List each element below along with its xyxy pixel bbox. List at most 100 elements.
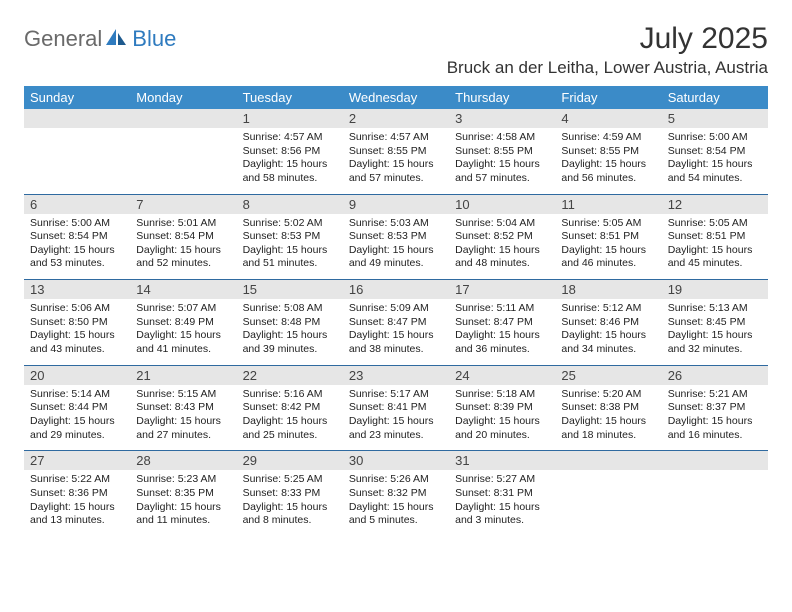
day-body: Sunrise: 5:18 AMSunset: 8:39 PMDaylight:… [449,385,555,451]
sunrise-text: Sunrise: 5:17 AM [349,388,443,402]
daylight-text: Daylight: 15 hours and 41 minutes. [136,329,230,356]
day-cell [24,109,130,194]
sunrise-text: Sunrise: 5:23 AM [136,473,230,487]
dow-monday: Monday [130,86,236,109]
day-body: Sunrise: 5:17 AMSunset: 8:41 PMDaylight:… [343,385,449,451]
daylight-text: Daylight: 15 hours and 38 minutes. [349,329,443,356]
day-cell: 24Sunrise: 5:18 AMSunset: 8:39 PMDayligh… [449,366,555,451]
sunset-text: Sunset: 8:54 PM [136,230,230,244]
day-body: Sunrise: 4:57 AMSunset: 8:56 PMDaylight:… [237,128,343,194]
daylight-text: Daylight: 15 hours and 39 minutes. [243,329,337,356]
day-cell: 28Sunrise: 5:23 AMSunset: 8:35 PMDayligh… [130,451,236,536]
sunrise-text: Sunrise: 5:02 AM [243,217,337,231]
daylight-text: Daylight: 15 hours and 18 minutes. [561,415,655,442]
daylight-text: Daylight: 15 hours and 58 minutes. [243,158,337,185]
sunrise-text: Sunrise: 5:08 AM [243,302,337,316]
sail-icon [104,27,130,52]
day-body [130,128,236,182]
day-body: Sunrise: 5:20 AMSunset: 8:38 PMDaylight:… [555,385,661,451]
day-number: 25 [555,366,661,385]
sunset-text: Sunset: 8:32 PM [349,487,443,501]
weeks-container: 1Sunrise: 4:57 AMSunset: 8:56 PMDaylight… [24,109,768,536]
sunset-text: Sunset: 8:53 PM [349,230,443,244]
sunrise-text: Sunrise: 4:58 AM [455,131,549,145]
sunrise-text: Sunrise: 5:26 AM [349,473,443,487]
day-number: 13 [24,280,130,299]
day-body: Sunrise: 5:02 AMSunset: 8:53 PMDaylight:… [237,214,343,280]
dow-row: Sunday Monday Tuesday Wednesday Thursday… [24,86,768,109]
day-number: 18 [555,280,661,299]
day-number: 19 [662,280,768,299]
daylight-text: Daylight: 15 hours and 29 minutes. [30,415,124,442]
sunrise-text: Sunrise: 5:04 AM [455,217,549,231]
day-number: 27 [24,451,130,470]
dow-tuesday: Tuesday [237,86,343,109]
day-cell: 30Sunrise: 5:26 AMSunset: 8:32 PMDayligh… [343,451,449,536]
day-body [662,470,768,524]
day-number [662,451,768,470]
logo-text-blue: Blue [132,26,176,52]
day-number: 5 [662,109,768,128]
day-body [555,470,661,524]
day-cell: 22Sunrise: 5:16 AMSunset: 8:42 PMDayligh… [237,366,343,451]
day-body: Sunrise: 5:15 AMSunset: 8:43 PMDaylight:… [130,385,236,451]
sunrise-text: Sunrise: 5:16 AM [243,388,337,402]
day-cell: 13Sunrise: 5:06 AMSunset: 8:50 PMDayligh… [24,280,130,365]
sunset-text: Sunset: 8:44 PM [30,401,124,415]
sunrise-text: Sunrise: 4:57 AM [243,131,337,145]
day-body: Sunrise: 5:05 AMSunset: 8:51 PMDaylight:… [555,214,661,280]
sunrise-text: Sunrise: 5:01 AM [136,217,230,231]
daylight-text: Daylight: 15 hours and 46 minutes. [561,244,655,271]
daylight-text: Daylight: 15 hours and 53 minutes. [30,244,124,271]
day-number: 7 [130,195,236,214]
day-cell: 20Sunrise: 5:14 AMSunset: 8:44 PMDayligh… [24,366,130,451]
day-cell: 17Sunrise: 5:11 AMSunset: 8:47 PMDayligh… [449,280,555,365]
daylight-text: Daylight: 15 hours and 5 minutes. [349,501,443,528]
title-block: July 2025 Bruck an der Leitha, Lower Aus… [447,22,768,78]
day-body: Sunrise: 5:11 AMSunset: 8:47 PMDaylight:… [449,299,555,365]
day-number: 23 [343,366,449,385]
day-body: Sunrise: 5:01 AMSunset: 8:54 PMDaylight:… [130,214,236,280]
day-body: Sunrise: 5:12 AMSunset: 8:46 PMDaylight:… [555,299,661,365]
sunset-text: Sunset: 8:46 PM [561,316,655,330]
sunrise-text: Sunrise: 4:57 AM [349,131,443,145]
daylight-text: Daylight: 15 hours and 49 minutes. [349,244,443,271]
sunrise-text: Sunrise: 5:05 AM [668,217,762,231]
sunset-text: Sunset: 8:36 PM [30,487,124,501]
daylight-text: Daylight: 15 hours and 48 minutes. [455,244,549,271]
day-body: Sunrise: 5:05 AMSunset: 8:51 PMDaylight:… [662,214,768,280]
day-number: 26 [662,366,768,385]
week-row: 13Sunrise: 5:06 AMSunset: 8:50 PMDayligh… [24,279,768,365]
day-cell: 10Sunrise: 5:04 AMSunset: 8:52 PMDayligh… [449,195,555,280]
daylight-text: Daylight: 15 hours and 43 minutes. [30,329,124,356]
sunset-text: Sunset: 8:49 PM [136,316,230,330]
day-cell: 11Sunrise: 5:05 AMSunset: 8:51 PMDayligh… [555,195,661,280]
daylight-text: Daylight: 15 hours and 23 minutes. [349,415,443,442]
day-number: 24 [449,366,555,385]
day-number: 2 [343,109,449,128]
day-cell: 1Sunrise: 4:57 AMSunset: 8:56 PMDaylight… [237,109,343,194]
dow-thursday: Thursday [449,86,555,109]
day-number: 15 [237,280,343,299]
sunrise-text: Sunrise: 5:11 AM [455,302,549,316]
week-row: 1Sunrise: 4:57 AMSunset: 8:56 PMDaylight… [24,109,768,194]
sunrise-text: Sunrise: 5:25 AM [243,473,337,487]
daylight-text: Daylight: 15 hours and 27 minutes. [136,415,230,442]
calendar: Sunday Monday Tuesday Wednesday Thursday… [24,86,768,536]
daylight-text: Daylight: 15 hours and 16 minutes. [668,415,762,442]
daylight-text: Daylight: 15 hours and 45 minutes. [668,244,762,271]
day-body [24,128,130,182]
day-body: Sunrise: 5:16 AMSunset: 8:42 PMDaylight:… [237,385,343,451]
day-cell: 14Sunrise: 5:07 AMSunset: 8:49 PMDayligh… [130,280,236,365]
day-body: Sunrise: 5:04 AMSunset: 8:52 PMDaylight:… [449,214,555,280]
day-cell: 21Sunrise: 5:15 AMSunset: 8:43 PMDayligh… [130,366,236,451]
day-cell: 15Sunrise: 5:08 AMSunset: 8:48 PMDayligh… [237,280,343,365]
day-number: 10 [449,195,555,214]
day-body: Sunrise: 5:13 AMSunset: 8:45 PMDaylight:… [662,299,768,365]
sunset-text: Sunset: 8:54 PM [30,230,124,244]
sunset-text: Sunset: 8:55 PM [349,145,443,159]
day-body: Sunrise: 5:26 AMSunset: 8:32 PMDaylight:… [343,470,449,536]
day-number: 30 [343,451,449,470]
sunset-text: Sunset: 8:31 PM [455,487,549,501]
logo-text-general: General [24,26,102,52]
